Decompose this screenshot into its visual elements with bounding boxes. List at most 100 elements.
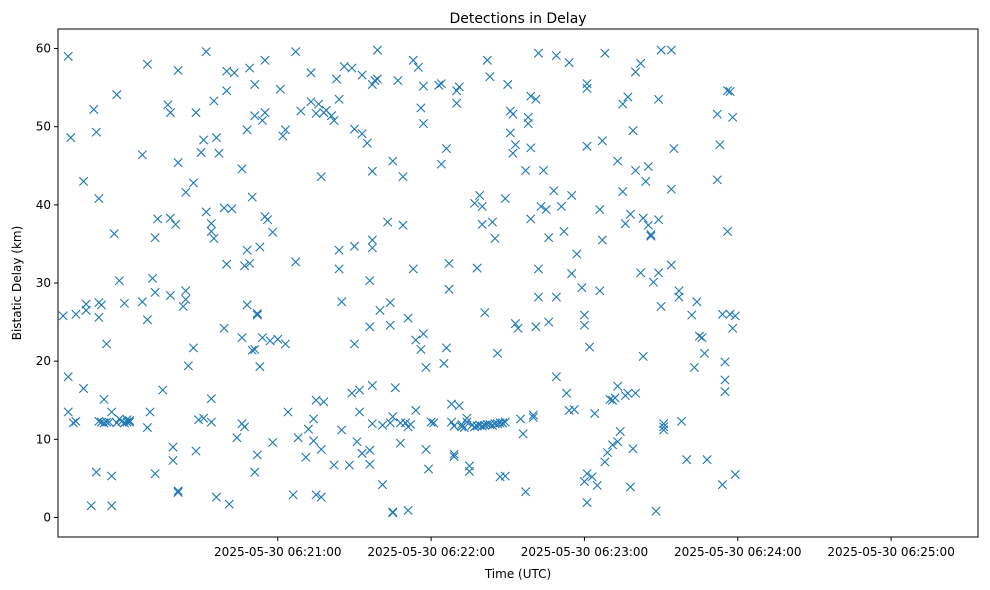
data-point [579, 310, 590, 320]
data-point [398, 172, 408, 182]
data-point [365, 276, 375, 286]
data-point [367, 166, 377, 176]
data-point [579, 476, 590, 487]
data-point [518, 429, 528, 439]
data-point [500, 194, 510, 204]
data-point [178, 301, 188, 312]
data-point [168, 455, 178, 465]
data-point [715, 140, 725, 150]
data-point [452, 86, 462, 96]
data-point [354, 407, 365, 417]
data-point [163, 100, 173, 110]
data-point [653, 268, 664, 278]
data-point [150, 287, 160, 297]
data-point [94, 416, 104, 426]
data-point [168, 442, 178, 452]
data-point [71, 416, 81, 426]
data-point [567, 190, 577, 201]
data-point [505, 128, 515, 138]
data-point [531, 322, 541, 332]
data-point [651, 506, 661, 516]
data-point [372, 45, 383, 55]
y-axis-label: Bistatic Delay (km) [10, 226, 24, 341]
data-point [630, 165, 641, 176]
data-point [498, 418, 508, 428]
data-point [390, 383, 400, 393]
data-point [429, 418, 439, 428]
data-point [618, 186, 628, 197]
data-point [551, 50, 561, 61]
data-point [533, 48, 544, 58]
data-point [408, 264, 418, 274]
data-point [526, 214, 536, 224]
data-point [173, 486, 183, 496]
data-point [250, 79, 260, 90]
data-point [406, 419, 416, 430]
data-point [728, 323, 738, 333]
data-point [365, 322, 375, 332]
x-tick-label: 2025-05-30 06:21:00 [214, 545, 341, 559]
y-tick-label: 60 [36, 42, 51, 56]
data-point [354, 385, 365, 395]
data-point [500, 417, 510, 427]
data-point [63, 407, 73, 417]
data-point [487, 217, 498, 227]
data-point [416, 344, 426, 355]
data-point [349, 124, 360, 134]
y-tick-label: 50 [36, 120, 51, 134]
data-point [510, 319, 521, 329]
y-tick-label: 0 [43, 510, 51, 524]
data-point [508, 148, 518, 158]
data-point [104, 417, 114, 427]
data-point [643, 220, 653, 230]
data-point [206, 219, 216, 229]
data-point [158, 385, 168, 395]
data-point [349, 241, 360, 251]
data-point [222, 86, 232, 96]
data-point [334, 245, 344, 255]
data-point [337, 297, 347, 307]
data-point [674, 286, 684, 296]
data-point [265, 336, 275, 346]
data-point [107, 501, 117, 511]
data-point [107, 407, 117, 417]
data-point [206, 394, 216, 404]
data-point [477, 201, 487, 211]
data-point [357, 70, 367, 80]
data-point [96, 300, 107, 310]
data-point [91, 127, 101, 137]
y-axis: 0 10 20 30 40 50 60 [36, 42, 58, 524]
data-point [296, 106, 306, 116]
data-point [306, 97, 316, 107]
data-point [454, 82, 464, 92]
data-point [636, 268, 646, 278]
data-point [630, 67, 641, 77]
data-point [730, 311, 740, 321]
data-point [528, 412, 538, 423]
data-point [623, 388, 633, 398]
data-point [316, 172, 326, 182]
data-point [385, 320, 395, 330]
data-point [564, 58, 574, 68]
data-point [597, 235, 607, 245]
data-point [393, 75, 403, 86]
data-point [252, 308, 262, 319]
data-point [206, 417, 216, 427]
data-point [728, 112, 738, 122]
data-point [403, 313, 413, 323]
data-point [124, 415, 135, 426]
data-point [99, 394, 109, 405]
data-point [418, 329, 429, 339]
data-point [150, 233, 160, 243]
data-point [94, 312, 104, 322]
data-point [610, 393, 620, 403]
data-point [349, 339, 360, 349]
data-point [301, 452, 311, 462]
data-point [183, 361, 193, 371]
data-point [646, 229, 656, 240]
data-point [170, 219, 181, 229]
data-point [329, 460, 339, 470]
x-axis-label: Time (UTC) [484, 567, 551, 581]
data-point [365, 445, 375, 455]
data-point [109, 229, 119, 239]
